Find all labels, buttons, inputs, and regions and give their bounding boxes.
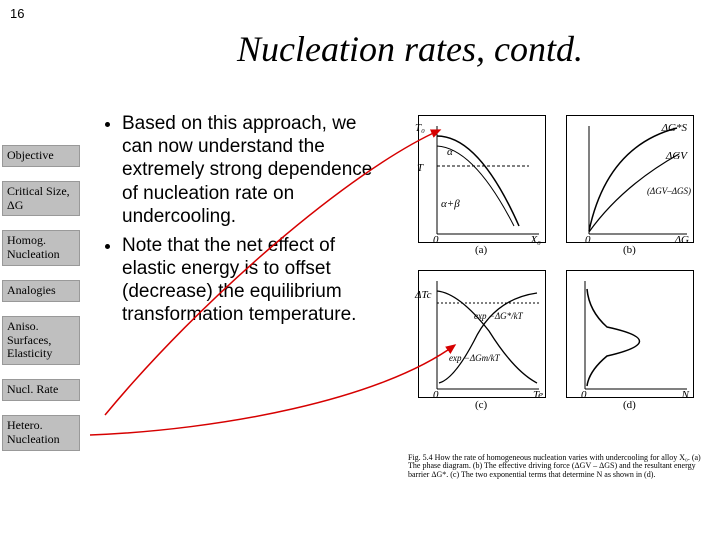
panel-b-dgv: ΔGV: [666, 150, 687, 162]
sidebar-item-hetero-nucleation[interactable]: Hetero. Nucleation: [2, 415, 80, 451]
panel-c-zero: 0: [433, 389, 439, 401]
bullet-2: Note that the net effect of elastic ener…: [122, 234, 390, 327]
panel-c-svg: [419, 271, 547, 399]
panel-a-t0: T₀: [415, 122, 425, 134]
sidebar-item-homog-nucleation[interactable]: Homog. Nucleation: [2, 230, 80, 266]
sidebar-item-objective[interactable]: Objective: [2, 145, 80, 167]
sidebar-item-aniso-surfaces[interactable]: Aniso. Surfaces, Elasticity: [2, 316, 80, 365]
panel-d-n: N: [682, 389, 689, 401]
panel-b-dgs: ΔG*S: [662, 122, 687, 134]
page-number: 16: [10, 6, 24, 21]
panel-c-dtc: ΔTc: [415, 289, 431, 301]
panel-c-sub: (c): [475, 399, 487, 411]
figure-group: T₀ T α α+β 0 X₀ (a) ΔG*S ΔGV (ΔGV–ΔGS) 0…: [408, 110, 708, 480]
panel-a-alphabeta: α+β: [441, 198, 460, 210]
panel-b-diff: (ΔGV–ΔGS): [647, 186, 691, 196]
panel-b-dg: ΔG: [675, 234, 689, 246]
panel-c-te: Te: [533, 389, 543, 401]
sidebar-item-analogies[interactable]: Analogies: [2, 280, 80, 302]
bullet-1: Based on this approach, we can now under…: [122, 112, 390, 228]
panel-a-x0: X₀: [530, 234, 541, 246]
panel-a-svg: [419, 116, 547, 244]
panel-a-alpha: α: [447, 146, 453, 158]
panel-a-t: T: [417, 162, 423, 174]
sidebar-item-nucl-rate[interactable]: Nucl. Rate: [2, 379, 80, 401]
panel-a-sub: (a): [475, 244, 487, 256]
panel-d-sub: (d): [623, 399, 636, 411]
panel-a-zero: 0: [433, 234, 439, 246]
panel-d-zero: 0: [581, 389, 587, 401]
panel-c-expr1: exp −ΔG*/kT: [474, 311, 523, 321]
sidebar: Objective Critical Size, ΔG Homog. Nucle…: [2, 145, 80, 451]
panel-c: ΔTc 0 Te exp −ΔG*/kT exp −ΔGm/kT (c): [418, 270, 546, 398]
panel-b-sub: (b): [623, 244, 636, 256]
figure-caption: Fig. 5.4 How the rate of homogeneous nuc…: [408, 454, 708, 480]
panel-d-svg: [567, 271, 695, 399]
panel-b: ΔG*S ΔGV (ΔGV–ΔGS) 0 ΔG (b): [566, 115, 694, 243]
panel-c-expr2: exp −ΔGm/kT: [449, 353, 500, 363]
bullet-list: Based on this approach, we can now under…: [100, 112, 390, 333]
panel-b-zero: 0: [585, 234, 591, 246]
panel-b-svg: [567, 116, 695, 244]
slide-title: Nucleation rates, contd.: [120, 28, 700, 70]
panel-a: T₀ T α α+β 0 X₀ (a): [418, 115, 546, 243]
sidebar-item-critical-size[interactable]: Critical Size, ΔG: [2, 181, 80, 217]
panel-d: 0 N (d): [566, 270, 694, 398]
